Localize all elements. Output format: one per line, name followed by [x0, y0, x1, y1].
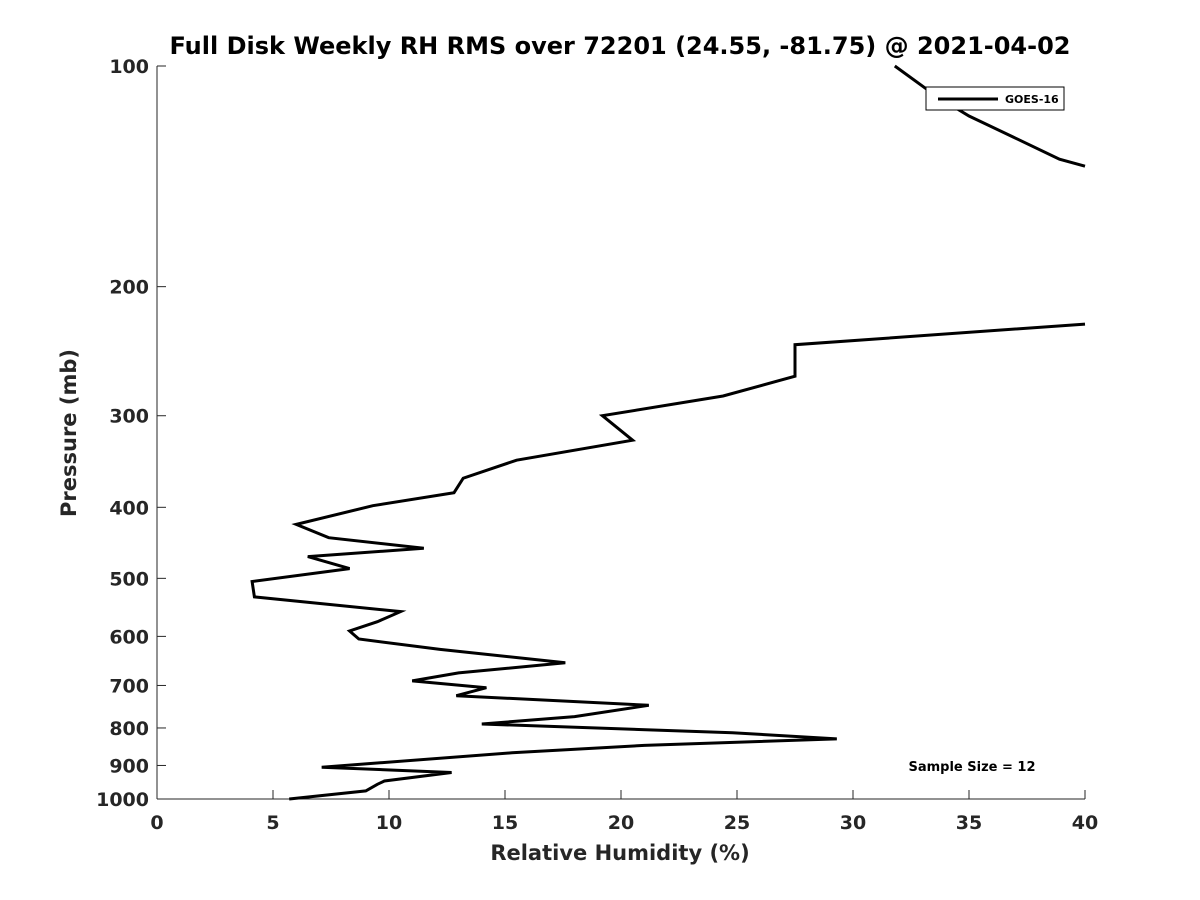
y-tick-label: 700 — [109, 675, 149, 697]
y-axis-label: Pressure (mb) — [57, 349, 81, 517]
y-tick-label: 900 — [109, 755, 149, 777]
x-tick-label: 20 — [608, 812, 634, 834]
sample-size-annotation: Sample Size = 12 — [908, 760, 1035, 775]
plot-area — [250, 64, 1086, 801]
legend-label-goes-16: GOES-16 — [1005, 93, 1059, 106]
x-tick-label: 0 — [150, 812, 163, 834]
x-tick-label: 25 — [724, 812, 750, 834]
x-tick-label: 15 — [492, 812, 518, 834]
axes: 0 5 10 15 20 25 30 35 40 100 200 300 400 500 600 700 800… — [96, 56, 1098, 834]
y-tick-label: 100 — [109, 56, 149, 78]
x-tick-label: 40 — [1072, 812, 1098, 834]
y-tick-label: 1000 — [96, 789, 149, 811]
x-tick-label: 10 — [376, 812, 402, 834]
y-tick-label: 400 — [109, 497, 149, 519]
x-tick-label: 30 — [840, 812, 866, 834]
y-tick-label: 800 — [109, 718, 149, 740]
x-axis-label: Relative Humidity (%) — [490, 841, 749, 865]
legend: GOES-16 — [925, 86, 1065, 111]
y-tick-label: 300 — [109, 406, 149, 428]
y-tick-label: 200 — [109, 277, 149, 299]
y-tick-label: 600 — [109, 626, 149, 648]
x-tick-label: 5 — [266, 812, 279, 834]
y-tick-label: 500 — [109, 568, 149, 590]
x-tick-label: 35 — [956, 812, 982, 834]
series-line-goes-16 — [250, 64, 1086, 801]
chart-title: Full Disk Weekly RH RMS over 72201 (24.5… — [169, 32, 1070, 60]
